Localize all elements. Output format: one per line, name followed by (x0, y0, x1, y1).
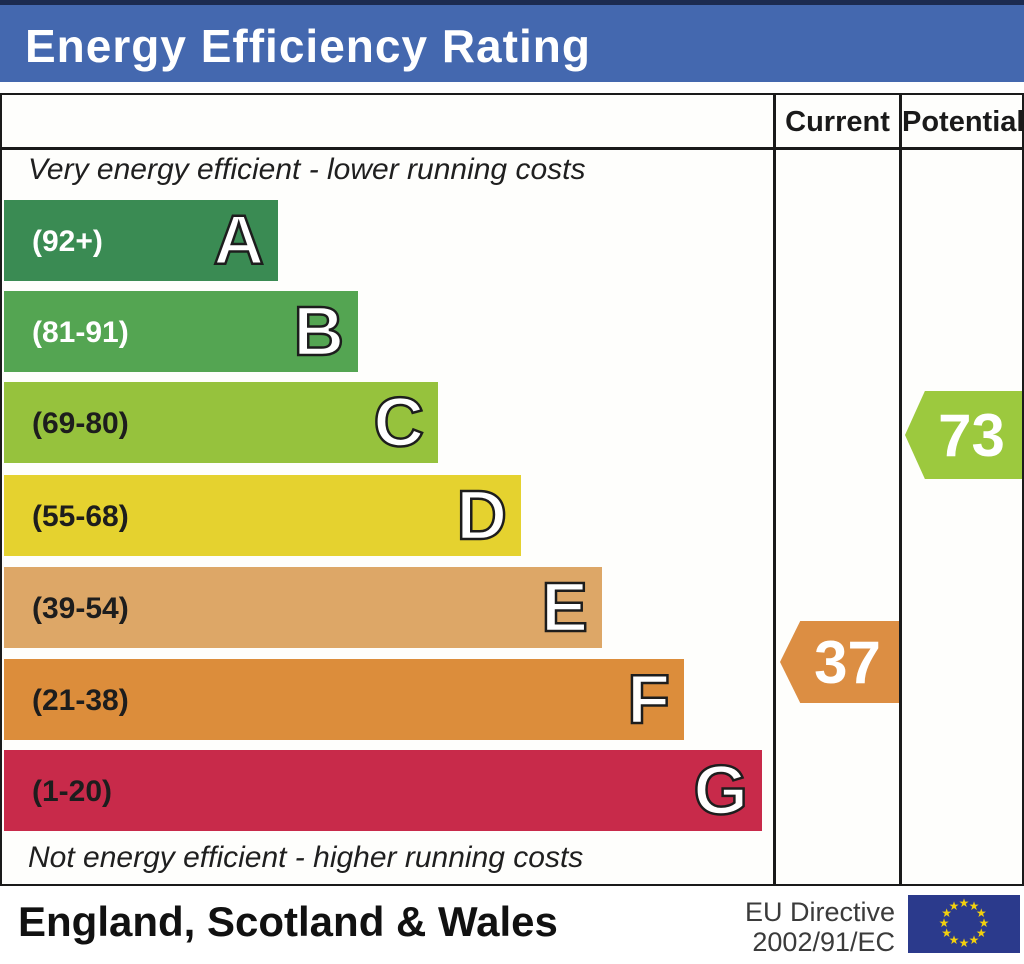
band-row-b: (81-91) B (4, 291, 358, 372)
title-bar: Energy Efficiency Rating (0, 0, 1024, 82)
current-value: 37 (814, 628, 881, 696)
band-range: (81-91) (32, 316, 129, 349)
page-title: Energy Efficiency Rating (25, 20, 591, 72)
band-letter: A (212, 200, 265, 281)
band-letter: D (455, 475, 508, 556)
eu-flag: ★ ★ ★ ★ ★ ★ ★ ★ ★ ★ ★ ★ (908, 895, 1020, 953)
band-row-f: (21-38) F (4, 659, 684, 740)
band-letter: E (540, 567, 589, 648)
band-row-e: (39-54) E (4, 567, 602, 648)
eu-star-icon: ★ (941, 906, 953, 920)
band-range: (21-38) (32, 684, 129, 717)
column-divider-potential (899, 95, 902, 884)
band-range: (55-68) (32, 500, 129, 533)
eu-star-icon: ★ (968, 933, 980, 948)
band-letter: B (292, 291, 345, 372)
eu-star-icon: ★ (978, 916, 990, 930)
eu-directive-line2: 2002/91/EC (752, 927, 895, 957)
potential-value: 73 (938, 401, 1005, 469)
band-row-c: (69-80) C (4, 382, 438, 463)
eu-star-icon: ★ (975, 906, 987, 920)
eu-star-icon: ★ (958, 936, 970, 950)
eu-star-icon: ★ (948, 898, 960, 913)
column-header-current: Current (785, 106, 890, 138)
eu-directive-line1: EU Directive (744, 897, 895, 927)
band-letter: G (692, 750, 749, 831)
band-row-a: (92+) A (4, 200, 278, 281)
band-letter: C (372, 382, 425, 463)
potential-arrow: 73 (905, 391, 1022, 479)
eu-star-icon: ★ (948, 933, 960, 948)
bottom-note: Not energy efficient - higher running co… (28, 841, 584, 874)
band-range: (1-20) (32, 775, 113, 808)
band-row-g: (1-20) G (4, 750, 762, 831)
band-letter: F (626, 659, 671, 740)
column-divider-current (773, 95, 776, 884)
eu-directive-label: EU Directive 2002/91/EC (745, 897, 895, 957)
eu-star-icon: ★ (975, 926, 987, 940)
header-bottom-border (2, 147, 1022, 150)
region-label: England, Scotland & Wales (18, 898, 558, 945)
current-arrow: 37 (780, 621, 899, 703)
eu-star-icon: ★ (958, 896, 970, 910)
band-range: (92+) (32, 225, 103, 258)
eu-star-icon: ★ (968, 898, 980, 913)
column-header-potential: Potential (902, 106, 1024, 138)
band-range: (39-54) (32, 592, 129, 625)
band-row-d: (55-68) D (4, 475, 521, 556)
top-note: Very energy efficient - lower running co… (28, 153, 586, 186)
band-range: (69-80) (32, 407, 129, 440)
eu-star-icon: ★ (938, 916, 950, 930)
eu-star-icon: ★ (941, 926, 953, 940)
rating-table: Current Potential Very energy efficient … (0, 93, 1024, 886)
